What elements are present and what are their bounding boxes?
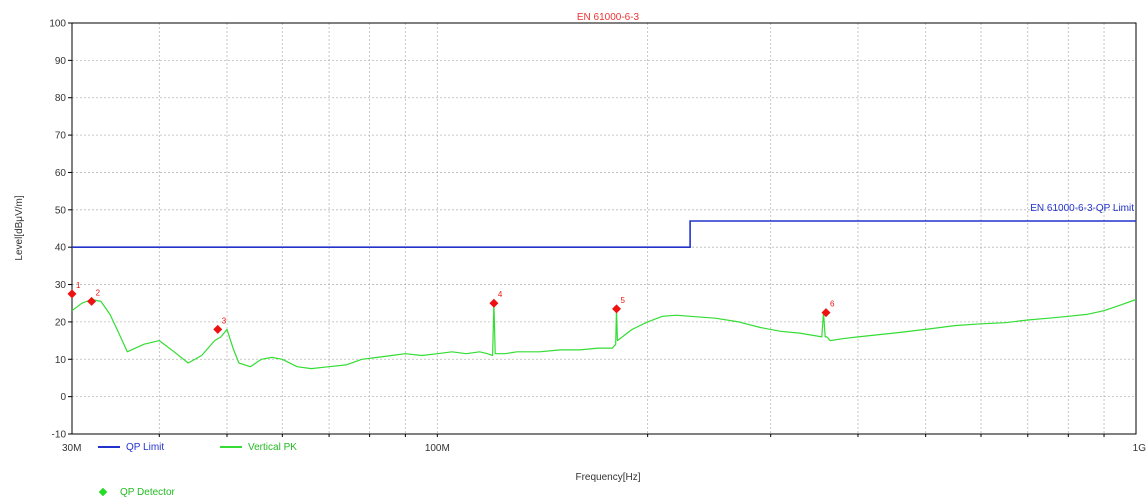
- y-tick-label: 60: [55, 168, 67, 179]
- y-tick-label: 10: [55, 355, 67, 366]
- marker-label-5: 5: [621, 296, 626, 305]
- x-tick-label: 1G: [1133, 443, 1147, 454]
- qp-limit-line: [72, 220, 1136, 248]
- legend-qp-detector: QP Detector: [98, 487, 175, 498]
- legend-label-limit: QP Limit: [126, 442, 165, 453]
- y-tick-label: 0: [60, 392, 66, 403]
- legend-swatch-pk: [220, 446, 242, 449]
- y-tick-label: 50: [55, 205, 67, 216]
- marker-diamond-1: [67, 289, 77, 299]
- plot-frame: [71, 22, 1137, 435]
- chart-title: EN 61000-6-3: [577, 12, 640, 23]
- limit-line-label: EN 61000-6-3-QP Limit: [1030, 203, 1134, 214]
- marker-label-4: 4: [498, 290, 503, 299]
- x-tick-label: 100M: [425, 443, 450, 454]
- limit-layer: [72, 220, 1136, 248]
- marker-layer: 1 2 3 4 5 6: [67, 281, 835, 334]
- legend-label-detector: QP Detector: [120, 487, 175, 498]
- marker-label-1: 1: [76, 281, 81, 290]
- marker-diamond-5: [612, 304, 622, 314]
- y-tick-label: -10: [52, 430, 67, 441]
- legend-qp-limit: QP Limit: [98, 442, 164, 453]
- marker-diamond-2: [87, 296, 97, 306]
- marker-label-6: 6: [830, 300, 835, 309]
- y-tick-label: 100: [49, 19, 66, 30]
- y-tick-label: 90: [55, 56, 67, 67]
- marker-diamond-3: [213, 324, 223, 334]
- y-axis-label: Level[dBμV/m]: [14, 195, 25, 260]
- legend-swatch-limit: [98, 446, 120, 449]
- y-tick-label: 20: [55, 317, 67, 328]
- series-line-vertical-pk: [71, 298, 1137, 370]
- marker-diamond-6: [821, 308, 831, 318]
- x-ticks: 30M 100M 1G: [62, 434, 1146, 454]
- y-ticks: -10 0 10 20 30 40 50 60 70 80 90 100: [49, 19, 72, 441]
- legend-vertical-pk: Vertical PK: [220, 442, 297, 453]
- y-tick-label: 30: [55, 280, 67, 291]
- y-tick-label: 40: [55, 243, 67, 254]
- x-axis-label: Frequency[Hz]: [575, 472, 640, 483]
- series-layer: [71, 298, 1137, 370]
- marker-label-2: 2: [96, 288, 101, 297]
- y-tick-label: 80: [55, 93, 67, 104]
- marker-diamond-4: [489, 298, 499, 308]
- legend-label-pk: Vertical PK: [248, 442, 297, 453]
- qp-detector-icon: [98, 488, 108, 497]
- marker-label-3: 3: [222, 316, 227, 325]
- y-tick-label: 70: [55, 131, 67, 142]
- grid-layer: [72, 23, 1136, 434]
- x-tick-label: 30M: [62, 443, 81, 454]
